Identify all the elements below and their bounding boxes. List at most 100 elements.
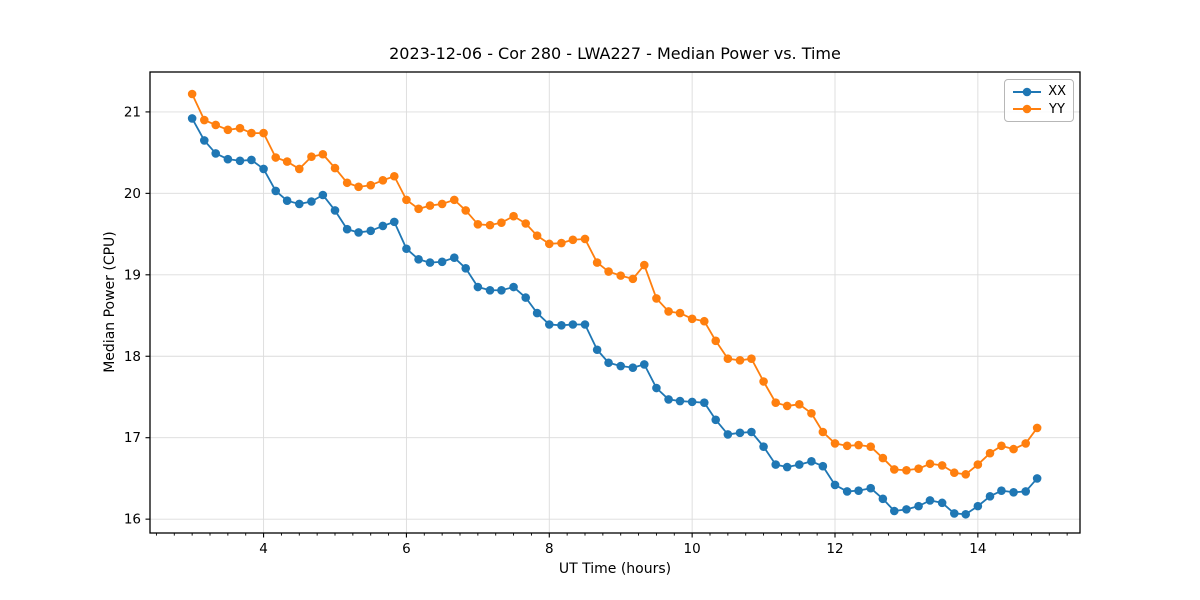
series-xx-marker [366, 226, 376, 236]
x-tick-label: 8 [545, 541, 554, 557]
series-yy-marker [866, 442, 876, 451]
chart-title: 2023-12-06 - Cor 280 - LWA227 - Median P… [389, 44, 841, 63]
y-tick-label: 21 [124, 104, 141, 120]
x-tick-label: 14 [969, 541, 986, 557]
series-xx-marker [568, 320, 578, 329]
series-yy-marker [473, 220, 483, 229]
series-yy-marker [568, 235, 578, 245]
series-yy-marker [914, 464, 923, 473]
series-yy-marker [235, 123, 245, 133]
series-xx-marker [675, 396, 685, 406]
series-yy-marker [354, 182, 363, 192]
series-yy-marker [544, 239, 554, 249]
series-xx-marker [735, 428, 745, 438]
series-xx-marker [342, 224, 352, 234]
series-xx-marker [794, 460, 804, 469]
series-yy-marker [759, 377, 768, 386]
series-xx-marker [878, 494, 888, 504]
series-xx-marker [1009, 487, 1018, 497]
series-xx-marker [854, 486, 863, 495]
series-yy-marker [723, 354, 733, 364]
series-xx-marker [985, 492, 995, 501]
series-xx-marker [771, 460, 781, 469]
legend-label-xx: XX [1048, 84, 1066, 100]
series-xx-marker [307, 197, 316, 206]
series-xx-marker [509, 282, 518, 292]
series-xx-marker [414, 255, 423, 264]
series-xx-marker [711, 415, 721, 425]
series-yy-marker [735, 356, 745, 365]
series-xx-marker [687, 397, 697, 407]
series-xx-marker [521, 293, 531, 302]
x-axis-label: UT Time (hours) [558, 561, 672, 577]
series-xx-marker [485, 285, 495, 295]
series-xx-marker [925, 496, 935, 505]
series-xx-marker [402, 244, 411, 254]
series-xx-marker [997, 486, 1006, 495]
series-yy-marker [604, 267, 613, 276]
series-yy-marker [747, 354, 756, 364]
series-yy-marker [318, 149, 328, 159]
series-xx-marker [961, 509, 971, 519]
series-yy-marker [639, 260, 649, 270]
series-yy-marker [342, 178, 352, 188]
series-xx-marker [937, 498, 947, 508]
series-xx-marker [699, 398, 709, 407]
series-yy-marker [580, 234, 590, 244]
legend-label-yy: YY [1049, 101, 1065, 117]
legend-item-yy: YY [1012, 101, 1066, 119]
y-tick-label: 20 [124, 186, 141, 202]
series-yy-marker [378, 176, 388, 185]
series-yy-marker [794, 400, 804, 409]
series-xx-marker [247, 155, 256, 165]
series-xx-marker [532, 308, 542, 318]
series-yy-marker [925, 459, 935, 469]
series-xx-marker [616, 361, 626, 371]
series-yy-marker [699, 316, 709, 326]
series-xx-line [191, 117, 1038, 516]
x-tick-label: 10 [684, 541, 701, 557]
series-xx-marker [747, 427, 756, 437]
series-yy-marker [771, 398, 781, 407]
series-xx-marker [235, 156, 245, 166]
series-yy-marker [664, 307, 673, 316]
series-yy-marker [389, 171, 399, 181]
series-yy-marker [461, 206, 471, 215]
series-yy-marker [247, 128, 256, 138]
series-xx-marker [437, 257, 447, 267]
series-yy-marker [557, 238, 566, 248]
series-yy-marker [532, 231, 542, 241]
series-xx-marker [544, 320, 554, 329]
series-yy-marker [616, 271, 626, 280]
series-yy-marker [449, 195, 459, 205]
series-xx-marker [652, 383, 661, 393]
series-yy-marker [961, 470, 971, 479]
series-xx-marker [664, 395, 673, 404]
series-xx-marker [723, 430, 733, 439]
series-xx-marker [628, 363, 638, 372]
series-yy-marker [521, 219, 531, 228]
series-yy-marker [854, 440, 863, 450]
series-yy-marker [425, 201, 435, 210]
series-xx-marker [557, 321, 566, 330]
legend: XX YY [1004, 79, 1074, 122]
y-tick-label: 16 [124, 512, 141, 528]
series-yy-marker [878, 453, 888, 463]
series-xx-marker [389, 217, 399, 227]
series-xx-marker [782, 462, 792, 472]
series-yy-marker [949, 468, 959, 478]
series-xx-marker [223, 154, 233, 164]
series-yy-marker [628, 274, 638, 284]
y-tick-label: 18 [124, 349, 141, 365]
series-xx-marker [211, 149, 221, 158]
x-tick-label: 4 [259, 541, 268, 557]
series-yy-marker [294, 164, 304, 174]
series-yy-marker [973, 460, 983, 469]
legend-xx-line-marker-icon [1013, 87, 1041, 97]
series-yy-marker [889, 465, 899, 474]
series-yy-marker [307, 152, 316, 162]
series-xx-marker [973, 501, 983, 511]
series-xx-marker [592, 345, 602, 355]
series-xx-marker [807, 457, 816, 466]
